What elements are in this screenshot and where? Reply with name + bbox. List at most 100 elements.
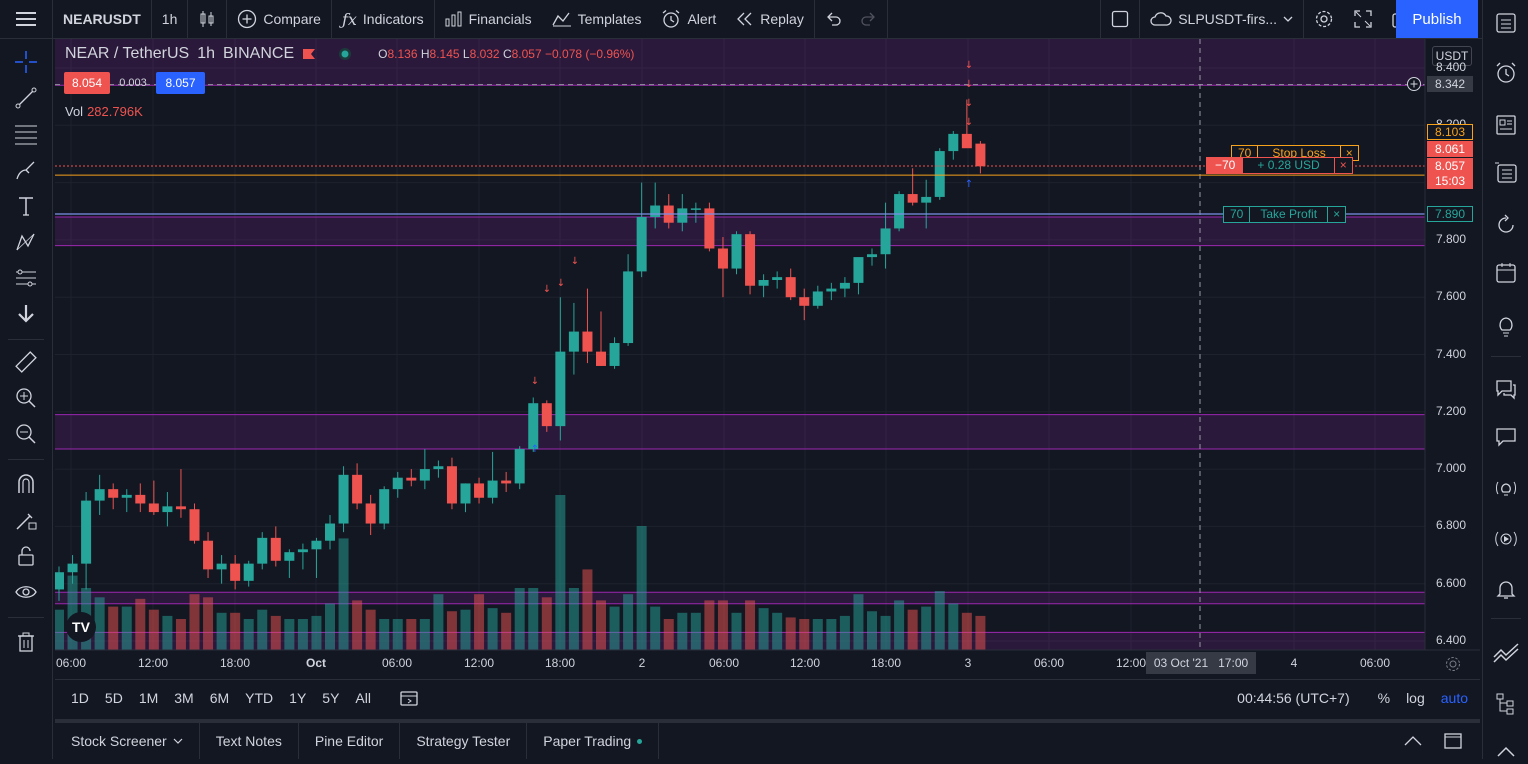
redo-button[interactable] (851, 0, 888, 39)
calendar-button[interactable] (1493, 260, 1519, 286)
close-icon[interactable]: × (1339, 158, 1347, 172)
lock-drawing-tool[interactable] (13, 507, 39, 533)
crosshair-icon (15, 51, 37, 73)
candle-body (582, 331, 593, 352)
volume-bar (880, 615, 891, 650)
close-icon[interactable]: × (1333, 207, 1341, 221)
range-all[interactable]: All (355, 690, 371, 706)
zoom-out-tool[interactable] (13, 421, 39, 447)
text-tool[interactable] (13, 193, 39, 219)
plus-circle-icon (238, 9, 257, 29)
volume-bar (555, 495, 566, 650)
notifications-button[interactable] (1493, 576, 1519, 602)
more-widgets-button[interactable] (1493, 738, 1519, 764)
streams-button[interactable] (1493, 526, 1519, 552)
range-1y[interactable]: 1Y (289, 690, 307, 706)
auto-toggle[interactable]: auto (1440, 690, 1468, 706)
tradingview-logo[interactable]: TV (66, 612, 96, 642)
tab-text-notes[interactable]: Text Notes (200, 723, 299, 759)
menu-button[interactable] (0, 0, 53, 39)
clock[interactable]: 00:44:56 (UTC+7) (1237, 690, 1350, 706)
watchlist-button[interactable] (1493, 10, 1519, 36)
ideas-stream-button[interactable] (1493, 212, 1519, 238)
chart-type-button[interactable] (188, 0, 228, 39)
replay-button[interactable]: Replay (726, 0, 815, 39)
trend-line-tool[interactable] (13, 85, 39, 111)
layout-selector[interactable]: SLPUSDT-firs... (1139, 0, 1304, 39)
zoom-in-tool[interactable] (13, 385, 39, 411)
tab-pine-editor[interactable]: Pine Editor (299, 723, 401, 759)
sell-marker-icon: ↓ (531, 376, 539, 387)
hotlists-button[interactable] (1493, 160, 1519, 186)
indicators-button[interactable]: ƒx Indicators (332, 0, 435, 39)
measure-tool[interactable] (13, 349, 39, 375)
range-1d[interactable]: 1D (71, 690, 89, 706)
remove-drawings-tool[interactable] (13, 629, 39, 655)
range-3m[interactable]: 3M (174, 690, 194, 706)
fullscreen-button[interactable] (1344, 0, 1382, 39)
legend-exchange: BINANCE (223, 45, 295, 62)
hide-drawings-tool[interactable] (13, 579, 39, 605)
log-toggle[interactable]: log (1406, 690, 1425, 706)
fib-tool[interactable] (13, 121, 39, 147)
volume-bar (853, 594, 864, 650)
prediction-tool[interactable] (13, 265, 39, 291)
close-icon[interactable]: × (1345, 146, 1353, 160)
crosshair-tool[interactable] (13, 49, 39, 75)
symbol-search-button[interactable]: NEARUSDT (53, 0, 152, 39)
financials-button[interactable]: Financials (435, 0, 542, 39)
date-range-icon[interactable] (399, 689, 419, 707)
range-5y[interactable]: 5Y (322, 690, 340, 706)
candle-body (148, 503, 159, 513)
brush-icon (16, 161, 35, 180)
fullscreen-layout-button[interactable] (1100, 0, 1139, 39)
range-5d[interactable]: 5D (104, 690, 123, 706)
volume-bar (975, 615, 986, 650)
sell-price-button[interactable]: 8.054 (64, 72, 110, 94)
magnet-tool[interactable] (13, 471, 39, 497)
expand-icon (1354, 10, 1372, 28)
compare-button[interactable]: Compare (227, 0, 332, 39)
lock-all-tool[interactable] (13, 543, 39, 569)
ideas-button[interactable] (1493, 313, 1519, 339)
brush-tool[interactable] (13, 157, 39, 183)
play-stream-icon (1495, 531, 1517, 547)
publish-button[interactable]: Publish (1396, 0, 1478, 38)
percent-toggle[interactable]: % (1377, 690, 1391, 706)
buy-price-button[interactable]: 8.057 (156, 72, 205, 94)
more-tools[interactable] (13, 301, 39, 327)
ideas-streams-button[interactable] (1493, 476, 1519, 502)
price-chart[interactable]: ↓ ↓ ↓ ↓ ↑ ↓ ↓ ↓ ↓ ↑ (55, 39, 1480, 679)
time-tick-label: 12:00 (789, 656, 821, 670)
candle-body (311, 540, 322, 550)
alerts-button[interactable] (1493, 60, 1519, 86)
flag-icon[interactable] (302, 48, 316, 60)
volume-bar (745, 600, 756, 650)
alert-button[interactable]: Alert (651, 0, 726, 39)
settings-button[interactable] (1304, 0, 1344, 39)
currency-label[interactable]: USDT (1432, 46, 1472, 66)
pattern-tool[interactable] (13, 229, 39, 255)
interval-button[interactable]: 1h (152, 0, 189, 39)
object-tree-button[interactable] (1493, 690, 1519, 716)
range-ytd[interactable]: YTD (245, 690, 274, 706)
range-1m[interactable]: 1M (138, 690, 159, 706)
crosshair-time-label: 03 Oct '21 17:00 (1146, 652, 1256, 674)
chart-settings-gear-icon[interactable] (1444, 655, 1462, 673)
tab-stock-screener[interactable]: Stock Screener (55, 723, 200, 759)
trading-panel-button[interactable] (1493, 640, 1519, 666)
templates-button[interactable]: Templates (542, 0, 652, 39)
private-chats-button[interactable] (1493, 424, 1519, 450)
add-alert-plus-icon[interactable] (1406, 76, 1422, 92)
undo-button[interactable] (815, 0, 851, 39)
volume-bar (690, 612, 701, 650)
tab-strategy-tester[interactable]: Strategy Tester (400, 723, 528, 759)
take-profit-order[interactable]: 70 Take Profit × (1223, 206, 1347, 223)
data-window-button[interactable] (1493, 112, 1519, 138)
range-6m[interactable]: 6M (209, 690, 230, 706)
public-chats-button[interactable] (1493, 376, 1519, 402)
position-order[interactable]: −70 + 0.28 USD × (1206, 157, 1353, 174)
chevron-up-icon[interactable] (1404, 736, 1422, 746)
maximize-panel-icon[interactable] (1444, 733, 1462, 749)
tab-paper-trading[interactable]: Paper Trading (527, 723, 660, 759)
